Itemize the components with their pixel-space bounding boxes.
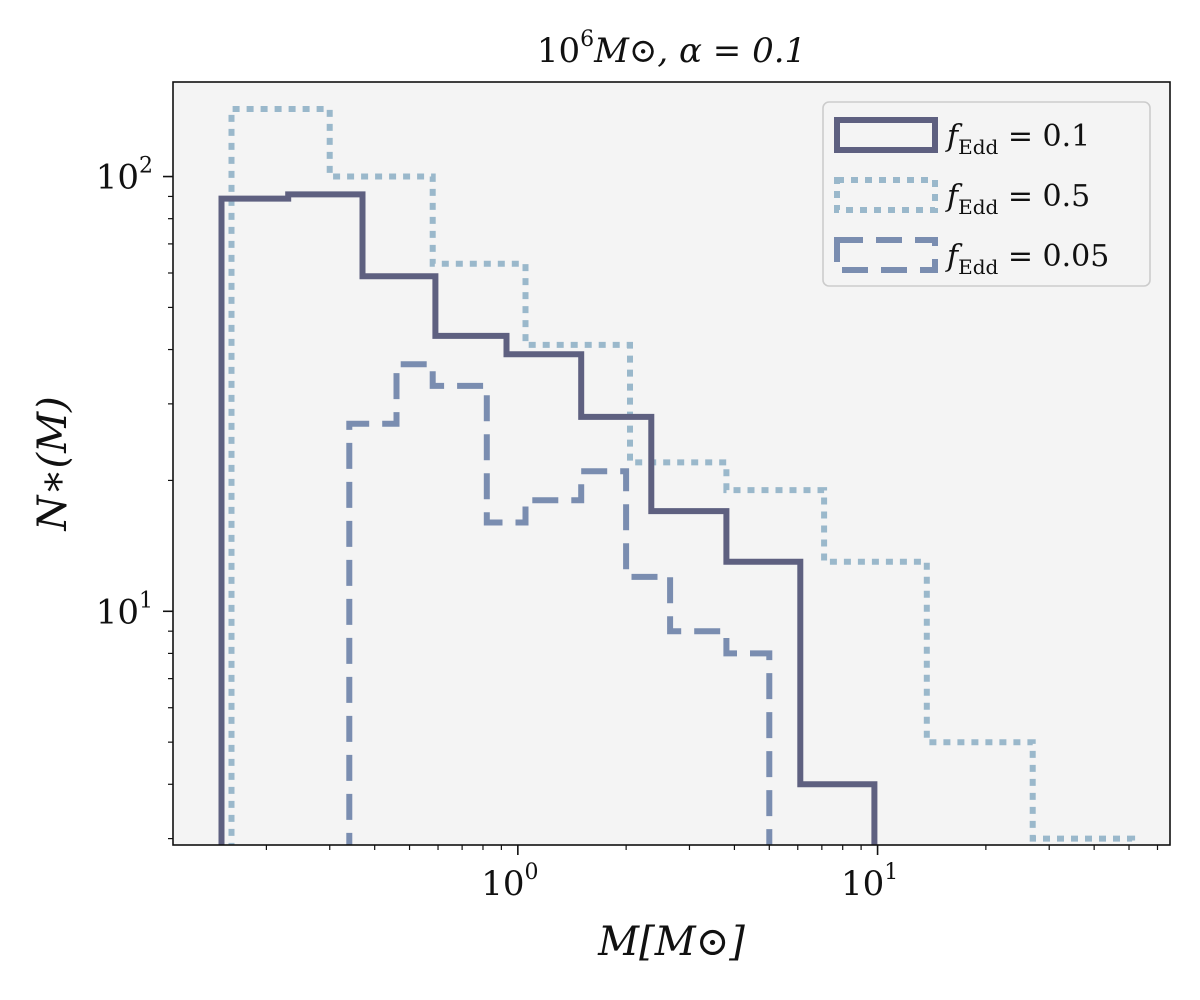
ticks-layer: 100 101 101 102 (96, 154, 1159, 904)
legend-label: fEdd = 0.1 (945, 119, 1090, 159)
series-line-dotted (228, 106, 1136, 845)
y-tick-label: 101 (96, 588, 153, 632)
x-tick-label: 101 (841, 860, 898, 904)
y-tick-label: 102 (96, 154, 153, 198)
x-tick-label: 100 (481, 860, 538, 904)
series-layer (218, 106, 1136, 845)
chart-title: 106M⊙, α = 0.1 (537, 27, 806, 71)
legend-label: fEdd = 0.5 (945, 179, 1090, 219)
series-line-solid (218, 191, 878, 845)
y-axis-label: N∗(M) (30, 396, 76, 531)
title-exp: 6 (580, 27, 594, 52)
plot-frame (172, 81, 1171, 846)
x-axis-label: M[M⊙] (597, 919, 745, 965)
legend-swatch-dashed (834, 237, 938, 273)
legend-swatch-solid (834, 117, 938, 153)
title-rest: M⊙, α = 0.1 (593, 31, 806, 71)
title-base: 10 (537, 31, 580, 71)
series-line-dashed (346, 361, 773, 845)
legend-swatch-dotted (834, 177, 938, 213)
